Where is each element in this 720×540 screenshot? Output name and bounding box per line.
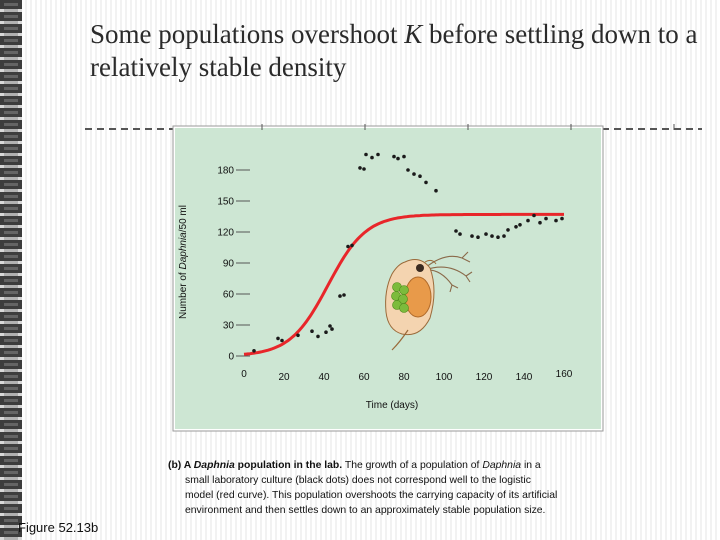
data-point (402, 154, 406, 159)
caption-line4: environment and then settles down to an … (185, 505, 546, 516)
data-point (342, 293, 346, 297)
data-point (358, 166, 362, 170)
y-axis-ticks: 0 30 60 90 120 150 180 (217, 166, 250, 363)
data-point (252, 349, 256, 353)
data-point (328, 324, 332, 328)
y-axis-title: Number of Daphnia/50 ml (178, 205, 189, 319)
data-point (454, 229, 458, 233)
data-point (458, 232, 462, 236)
y-tick-label: 60 (223, 290, 235, 301)
data-point (418, 174, 422, 178)
caption-lead-suffix: population in the lab. (234, 460, 343, 471)
ylabel-italic: Daphnia (178, 232, 189, 270)
data-point (554, 218, 558, 223)
x-tick-label: 120 (476, 372, 493, 383)
daphnia-tail-spine (391, 329, 409, 351)
caption-line2: small laboratory culture (black dots) do… (185, 475, 531, 486)
x-tick-label: 140 (516, 372, 533, 383)
y-tick-label: 30 (223, 321, 235, 332)
data-point (496, 235, 500, 239)
y-tick-label: 0 (228, 352, 234, 363)
data-point (346, 244, 350, 249)
data-point (506, 228, 510, 232)
data-point (280, 338, 284, 343)
caption-lead: (b) A Daphnia population in the lab. (168, 460, 342, 471)
figure-label: Figure 52.13b (18, 520, 99, 535)
svg-text:Number of Daphnia/50 ml: Number of Daphnia/50 ml (178, 205, 189, 319)
data-point (316, 334, 320, 339)
y-tick-label: 180 (217, 166, 234, 177)
logistic-model-curve (243, 212, 564, 356)
caption-line1-b: Daphnia (482, 460, 522, 471)
slide-title: Some populations overshoot K before sett… (90, 18, 700, 84)
x-tick-label: 60 (358, 372, 370, 383)
data-point (310, 329, 314, 334)
data-point (276, 336, 280, 341)
data-point (338, 294, 342, 298)
x-tick-label: 160 (556, 369, 573, 380)
x-tick-label: 0 (241, 369, 247, 380)
data-point (350, 243, 354, 248)
data-point (518, 223, 522, 227)
dashed-divider-right (602, 128, 702, 130)
figure-caption: (b) A Daphnia population in the lab. The… (168, 458, 613, 518)
data-point (544, 216, 548, 221)
data-point (490, 234, 494, 238)
x-tick-label: 80 (398, 372, 410, 383)
y-tick-label: 150 (217, 197, 234, 208)
caption-lead-prefix: (b) A (168, 460, 194, 471)
ylabel-suffix: /50 ml (178, 205, 189, 232)
top-tick-marks (261, 124, 675, 130)
y-tick-label: 90 (223, 259, 235, 270)
data-point (324, 330, 328, 335)
x-tick-label: 20 (278, 372, 290, 383)
daphnia-head (424, 259, 437, 265)
title-part2: before settling down to a relatively sta… (90, 19, 698, 82)
left-decorative-bar-overlay (4, 0, 18, 540)
data-point (538, 220, 542, 225)
x-axis-title: Time (days) (366, 400, 418, 411)
data-point (424, 180, 428, 185)
data-point (484, 232, 488, 236)
x-tick-label: 100 (436, 372, 453, 383)
plot-area (175, 128, 601, 429)
daphnia-eggs (391, 282, 409, 313)
data-point (560, 216, 564, 221)
data-point (502, 234, 506, 238)
data-point (406, 168, 410, 172)
data-point (476, 235, 480, 239)
data-point (526, 218, 530, 223)
data-point (392, 154, 396, 159)
caption-line1-c: in a (521, 460, 541, 471)
data-point (364, 152, 368, 157)
dashed-divider-left (85, 128, 175, 130)
data-point (370, 155, 374, 160)
daphnia-illustration (385, 251, 473, 351)
x-axis-ticks: 0 20 40 60 80 100 120 140 160 (241, 369, 573, 383)
data-point (412, 172, 416, 176)
caption-lead-italic: Daphnia (193, 460, 235, 471)
y-tick-label: 120 (217, 228, 234, 239)
data-point (434, 188, 438, 193)
data-point (470, 234, 474, 238)
data-point (296, 333, 300, 338)
daphnia-gut (404, 276, 432, 318)
title-k: K (404, 19, 423, 49)
ylabel-prefix: Number of (178, 270, 189, 319)
data-point (330, 327, 334, 331)
title-part1: Some populations overshoot (90, 19, 405, 49)
observed-data-points (252, 152, 564, 353)
data-point (362, 167, 366, 171)
x-tick-label: 40 (318, 372, 330, 383)
data-point (514, 225, 518, 229)
data-point (532, 213, 536, 218)
caption-line1-a: The growth of a population of (342, 460, 483, 471)
caption-line3: model (red curve). This population overs… (185, 490, 558, 501)
data-point (376, 152, 380, 157)
daphnia-eye (416, 264, 424, 272)
data-point (396, 156, 400, 161)
